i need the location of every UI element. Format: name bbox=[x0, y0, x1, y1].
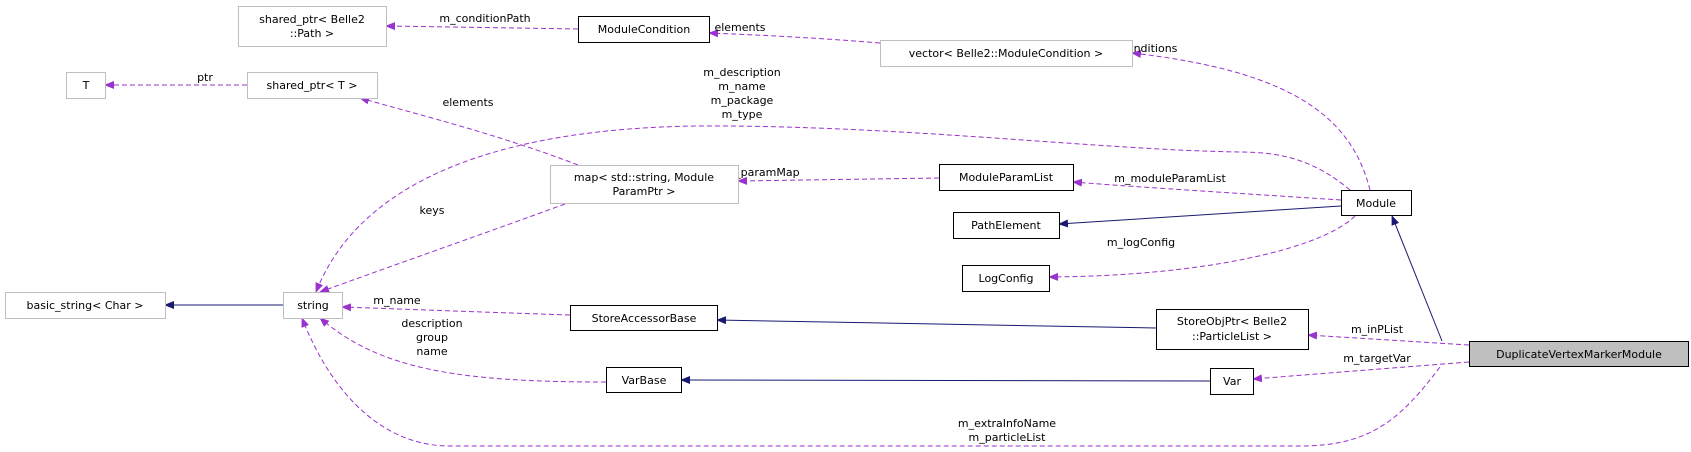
node-path-element[interactable]: PathElement bbox=[953, 212, 1060, 239]
node-label: Module bbox=[1356, 197, 1396, 210]
edge-label: m_description bbox=[703, 66, 780, 79]
node-label: VarBase bbox=[622, 374, 667, 387]
node-label: ParamPtr > bbox=[612, 185, 675, 198]
edge-map-elements bbox=[359, 96, 579, 166]
node-label: DuplicateVertexMarkerModule bbox=[1496, 348, 1662, 361]
edge-keys bbox=[319, 203, 566, 293]
edge-label: m_targetVar bbox=[1343, 352, 1411, 365]
node-var[interactable]: Var bbox=[1210, 368, 1254, 395]
edge-param-map bbox=[737, 176, 940, 185]
edge-label: name bbox=[416, 345, 447, 358]
node-map-param[interactable]: map< std::string, Module ParamPtr > bbox=[550, 165, 739, 204]
edge-label: m_type bbox=[722, 108, 763, 121]
edge-label: ptr bbox=[197, 71, 213, 84]
edge-label: elements bbox=[714, 21, 765, 34]
node-module-condition[interactable]: ModuleCondition bbox=[578, 16, 710, 43]
edge-module-param-list bbox=[1072, 178, 1342, 201]
node-log-config[interactable]: LogConfig bbox=[962, 265, 1050, 292]
edge-label: m_paramMap bbox=[724, 166, 799, 179]
edge-label: group bbox=[416, 331, 448, 344]
node-label: StoreObjPtr< Belle2 bbox=[1177, 315, 1287, 328]
edge-path-element bbox=[1058, 205, 1342, 228]
edge-target-var bbox=[1252, 361, 1470, 383]
node-basic-string[interactable]: basic_string< Char > bbox=[5, 292, 166, 319]
edge-label: description bbox=[401, 317, 462, 330]
edge-var bbox=[680, 376, 1211, 385]
edge-label: m_logConfig bbox=[1107, 236, 1175, 249]
node-shared-ptr-t[interactable]: shared_ptr< T > bbox=[247, 72, 378, 99]
node-label: ModuleParamList bbox=[959, 171, 1054, 184]
node-label: ::Path > bbox=[290, 27, 334, 40]
edge-dvmm-strings bbox=[301, 317, 1441, 447]
edge-label: elements bbox=[442, 96, 493, 109]
edge-condition-path bbox=[385, 22, 579, 31]
edge-store-obj-ptr bbox=[716, 316, 1157, 329]
node-var-base[interactable]: VarBase bbox=[606, 367, 682, 393]
edge-label: m_name bbox=[373, 294, 421, 307]
node-store-accessor-base[interactable]: StoreAccessorBase bbox=[570, 305, 718, 331]
node-label: Var bbox=[1223, 375, 1241, 388]
node-label: PathElement bbox=[971, 219, 1041, 232]
node-label: StoreAccessorBase bbox=[592, 312, 697, 325]
edge-vector-elements bbox=[708, 29, 881, 44]
edges bbox=[104, 22, 1470, 447]
edge-module-inheritance bbox=[1391, 215, 1443, 342]
node-label: shared_ptr< Belle2 bbox=[259, 13, 365, 26]
node-t[interactable]: T bbox=[66, 72, 106, 99]
edge-labels: m_conditionPath elements ptr elements m_… bbox=[197, 12, 1411, 444]
node-label: map< std::string, Module bbox=[574, 171, 714, 184]
node-duplicate-vertex-marker-module[interactable]: DuplicateVertexMarkerModule bbox=[1469, 341, 1689, 367]
node-label: vector< Belle2::ModuleCondition > bbox=[909, 47, 1103, 60]
edge-varbase-strings bbox=[319, 317, 607, 383]
edge-store-name bbox=[341, 303, 571, 316]
edge-label: m_extraInfoName bbox=[958, 417, 1056, 430]
edge-in-plist bbox=[1307, 331, 1470, 346]
node-store-obj-ptr[interactable]: StoreObjPtr< Belle2 ::ParticleList > bbox=[1156, 309, 1309, 350]
edge-label: keys bbox=[420, 204, 445, 217]
node-label: string bbox=[297, 299, 329, 312]
edge-label: m_name bbox=[718, 80, 766, 93]
edge-label: m_moduleParamList bbox=[1114, 172, 1226, 185]
node-label: ::ParticleList > bbox=[1192, 330, 1272, 343]
edge-log-config bbox=[1048, 215, 1356, 281]
node-string[interactable]: string bbox=[283, 292, 343, 319]
edge-conditions bbox=[1131, 50, 1371, 191]
node-label: shared_ptr< T > bbox=[267, 79, 358, 92]
node-label: T bbox=[82, 79, 90, 92]
node-label: LogConfig bbox=[979, 272, 1034, 285]
node-shared-ptr-path[interactable]: shared_ptr< Belle2 ::Path > bbox=[238, 6, 387, 47]
edge-label: m_conditionPath bbox=[439, 12, 530, 25]
node-module[interactable]: Module bbox=[1341, 190, 1412, 216]
node-module-param-list[interactable]: ModuleParamList bbox=[939, 164, 1074, 191]
edge-module-strings bbox=[315, 125, 1351, 293]
edge-label: m_package bbox=[711, 94, 774, 107]
edge-label: m_inPList bbox=[1351, 323, 1404, 336]
node-label: basic_string< Char > bbox=[27, 299, 144, 312]
node-vector-module-condition[interactable]: vector< Belle2::ModuleCondition > bbox=[880, 40, 1133, 67]
node-label: ModuleCondition bbox=[598, 23, 691, 36]
edge-label: m_particleList bbox=[969, 431, 1047, 444]
